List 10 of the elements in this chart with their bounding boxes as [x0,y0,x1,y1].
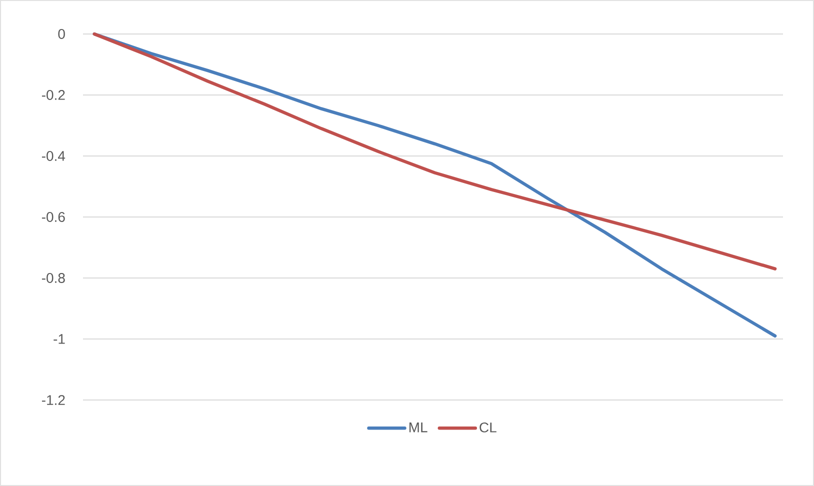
y-tick-label: -1 [54,334,65,344]
y-tick-label: -0.8 [42,273,65,283]
line-series [92,32,777,270]
y-tick-label: -1.2 [42,395,65,405]
y-tick-label: 0 [58,29,65,39]
y-tick-label: -0.2 [42,90,65,100]
y-tick-label: -0.6 [42,212,65,222]
legend-label: CL [480,422,496,432]
y-tick-label: -0.4 [42,151,66,161]
legend-label: ML [409,422,428,432]
